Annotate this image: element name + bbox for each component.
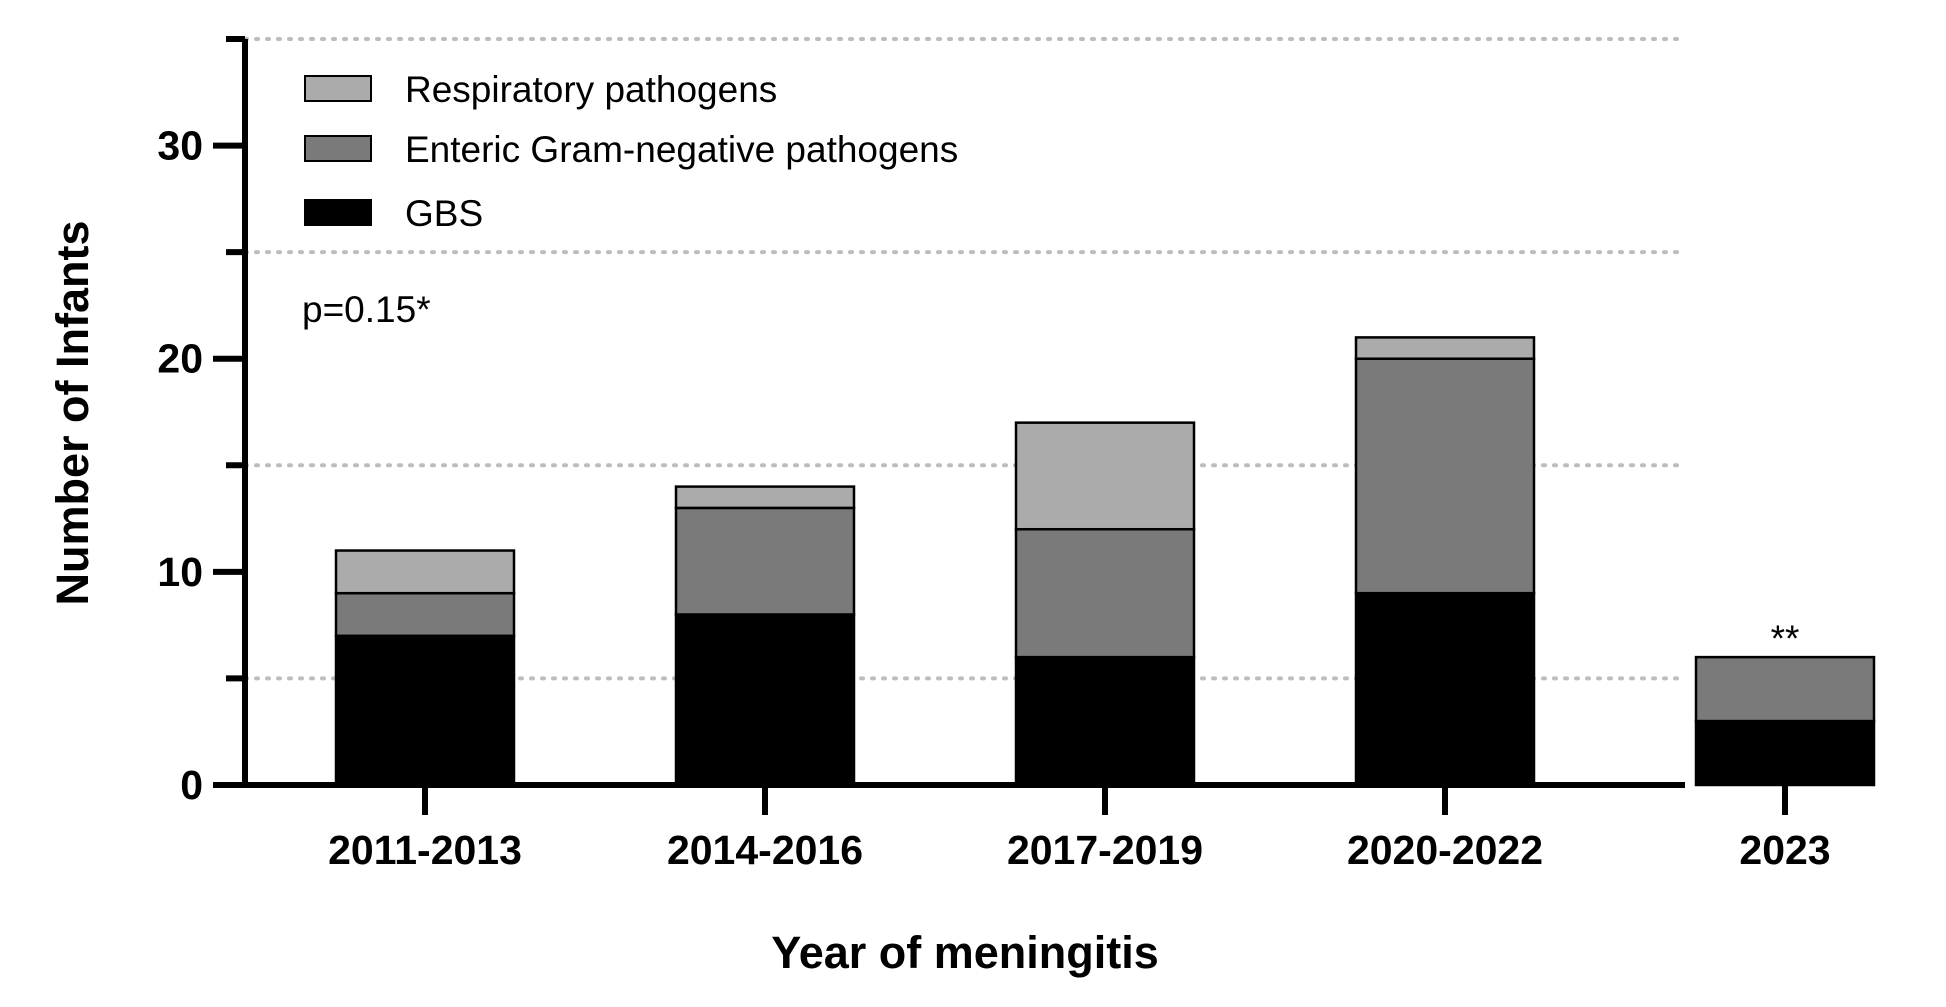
legend-label: Respiratory pathogens: [405, 69, 777, 110]
bar-segment: [1354, 336, 1536, 360]
bar-segment: [1694, 655, 1876, 723]
y-tick-label: 0: [180, 762, 203, 808]
significance-annotation: **: [1771, 618, 1800, 659]
bar-segment: [674, 506, 856, 616]
legend-swatch: [304, 135, 372, 162]
bar-segment: [334, 634, 516, 787]
bar-segment: [1014, 527, 1196, 659]
x-tick-label: 2023: [1739, 827, 1830, 873]
p-value-annotation: p=0.15*: [302, 289, 431, 330]
x-axis-title: Year of meningitis: [771, 927, 1159, 978]
legend-swatch: [304, 75, 372, 102]
labels: 0 10 20 30 2011-2013 2014-2016 2017-2019 2020-2…: [47, 123, 1831, 978]
bars: [334, 336, 1876, 787]
bar-segment: [1014, 655, 1196, 787]
bar-segment: [674, 485, 856, 510]
y-tick-label: 30: [157, 123, 203, 169]
bar-segment: [674, 613, 856, 787]
y-axis-title: Number of Infants: [47, 220, 98, 605]
x-tick-label: 2014-2016: [667, 827, 863, 873]
bar-segment: [1014, 421, 1196, 531]
x-tick-label: 2020-2022: [1347, 827, 1543, 873]
bar-segment: [1354, 357, 1536, 595]
legend: Respiratory pathogens Enteric Gram-negati…: [304, 69, 958, 234]
y-tick-label: 20: [157, 336, 203, 382]
legend-label: Enteric Gram-negative pathogens: [405, 129, 958, 170]
x-tick-label: 2017-2019: [1007, 827, 1203, 873]
bar-segment: [334, 549, 516, 595]
x-tick-label: 2011-2013: [328, 827, 522, 873]
legend-swatch: [304, 199, 372, 226]
y-tick-label: 10: [157, 549, 203, 595]
bar-segment: [1354, 591, 1536, 787]
bar-segment: [334, 591, 516, 638]
bar-segment: [1694, 719, 1876, 787]
legend-label: GBS: [405, 193, 483, 234]
axes: [213, 36, 1788, 815]
